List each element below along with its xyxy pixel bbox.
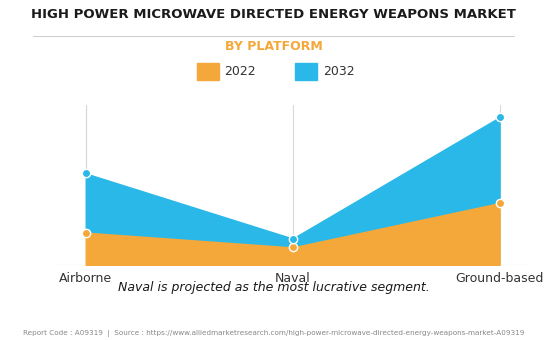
Text: BY PLATFORM: BY PLATFORM bbox=[225, 40, 322, 53]
Text: 2032: 2032 bbox=[323, 65, 354, 78]
Text: Report Code : A09319  |  Source : https://www.alliedmarketresearch.com/high-powe: Report Code : A09319 | Source : https://… bbox=[23, 329, 524, 337]
Text: Naval is projected as the most lucrative segment.: Naval is projected as the most lucrative… bbox=[118, 280, 429, 293]
Text: HIGH POWER MICROWAVE DIRECTED ENERGY WEAPONS MARKET: HIGH POWER MICROWAVE DIRECTED ENERGY WEA… bbox=[31, 8, 516, 21]
Text: 2022: 2022 bbox=[224, 65, 256, 78]
